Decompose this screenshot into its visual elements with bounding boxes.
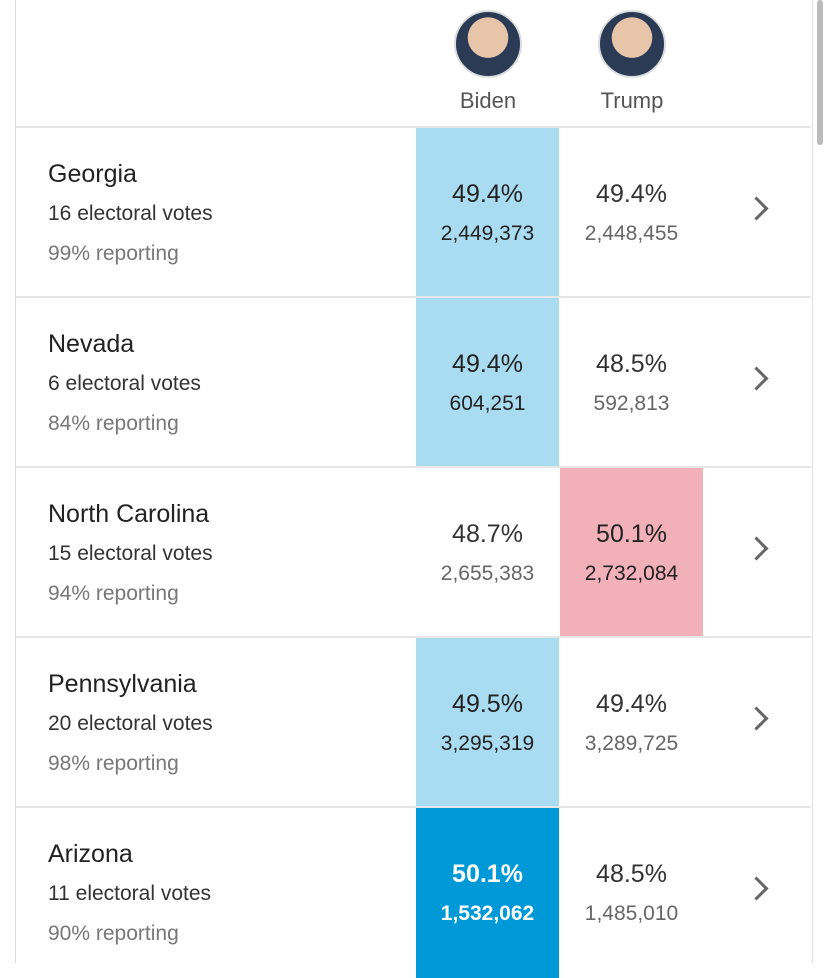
state-name: Arizona [48, 840, 133, 868]
vote-percent: 49.4% [452, 350, 523, 378]
chevron[interactable] [744, 196, 769, 221]
electoral-votes: 11 electoral votes [48, 882, 212, 905]
state-name: Georgia [48, 160, 137, 188]
frame [15, 0, 813, 963]
result-cell: 49.4% 604,251 [416, 298, 559, 468]
reporting: 99% reporting [48, 242, 179, 265]
reporting: 98% reporting [48, 752, 179, 775]
reporting: 94% reporting [48, 582, 179, 605]
biden-avatar [454, 10, 522, 78]
reporting: 84% reporting [48, 412, 179, 435]
vote-count: 2,732,084 [584, 562, 679, 585]
vote-count: 592,813 [593, 392, 670, 415]
result-cell: 49.4% 2,448,455 [560, 128, 703, 298]
result-cell: 49.5% 3,295,319 [416, 638, 559, 808]
electoral-votes: 16 electoral votes [48, 202, 213, 225]
vote-percent: 48.5% [596, 350, 667, 378]
chevron[interactable] [744, 366, 769, 391]
electoral-votes: 6 electoral votes [48, 372, 201, 395]
vote-count: 1,532,062 [440, 902, 535, 925]
candidate-name: Trump [600, 88, 664, 113]
result-cell: 48.5% 1,485,010 [560, 808, 703, 978]
state-name: Nevada [48, 330, 135, 358]
scrollbar[interactable] [817, 0, 823, 145]
vote-count: 2,655,383 [440, 562, 535, 585]
vote-percent: 50.1% [452, 860, 523, 888]
vote-count: 3,295,319 [440, 732, 535, 755]
result-cell: 48.5% 592,813 [560, 298, 703, 468]
state-row[interactable]: 49.5% 3,295,319 49.4% 3,289,725 Pennsylvania… [16, 636, 811, 808]
result-cell: 49.4% 2,449,373 [416, 128, 559, 298]
vote-count: 2,449,373 [440, 222, 535, 245]
vote-count: 604,251 [449, 392, 526, 415]
vote-percent: 49.4% [596, 180, 667, 208]
electoral-votes: 15 electoral votes [48, 542, 213, 565]
vote-percent: 49.4% [452, 180, 523, 208]
candidate-name: Biden [459, 88, 517, 113]
state-name: North Carolina [48, 500, 210, 528]
result-cell: 50.1% 2,732,084 [560, 468, 703, 638]
vote-percent: 50.1% [596, 520, 667, 548]
state-row[interactable]: 48.7% 2,655,383 50.1% 2,732,084 North Caroli… [16, 466, 811, 638]
chevron[interactable] [744, 536, 769, 561]
result-cell: 48.7% 2,655,383 [416, 468, 559, 638]
vote-count: 2,448,455 [584, 222, 679, 245]
reporting: 90% reporting [48, 922, 179, 945]
electoral-votes: 20 electoral votes [48, 712, 213, 735]
vote-count: 1,485,010 [584, 902, 679, 925]
state-row[interactable]: 50.1% 1,532,062 48.5% 1,485,010 Arizona 11 el… [16, 806, 811, 978]
result-cell: 50.1% 1,532,062 [416, 808, 559, 978]
trump-avatar [598, 10, 666, 78]
vote-percent: 49.5% [452, 690, 523, 718]
state-row[interactable]: 49.4% 2,449,373 49.4% 2,448,455 Georgia 16 el… [16, 126, 811, 298]
vote-percent: 48.7% [452, 520, 523, 548]
chevron[interactable] [744, 876, 769, 901]
vote-count: 3,289,725 [584, 732, 679, 755]
vote-percent: 48.5% [596, 860, 667, 888]
chevron[interactable] [744, 706, 769, 731]
result-cell: 49.4% 3,289,725 [560, 638, 703, 808]
state-name: Pennsylvania [48, 670, 197, 698]
vote-percent: 49.4% [596, 690, 667, 718]
state-row[interactable]: 49.4% 604,251 48.5% 592,813 Nevada 6 electora… [16, 296, 811, 468]
